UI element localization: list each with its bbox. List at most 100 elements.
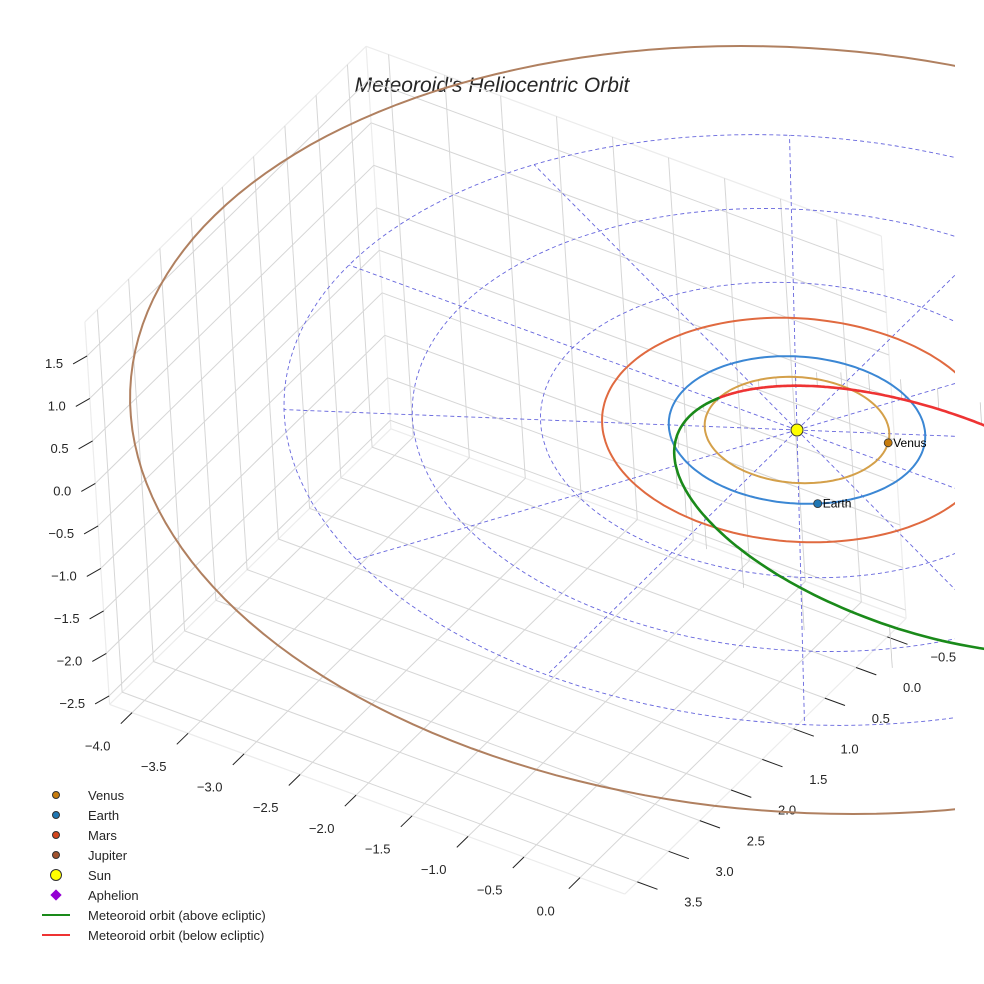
drop-line [900,379,903,400]
gridline-y [221,187,248,570]
x-tick-label: −0.5 [477,883,503,898]
gridline-x [523,581,806,858]
circle-icon [40,845,74,865]
legend-item: Jupiter [40,845,266,865]
x-tick-label: −2.5 [253,800,279,815]
z-tick-label: −1.5 [54,611,80,626]
gridline-x [411,539,694,817]
legend-label: Meteoroid orbit (above ecliptic) [88,907,266,923]
x-tick [176,732,189,745]
gridline-z [108,419,391,697]
pane-edge [109,428,392,705]
gridline-y [246,569,763,760]
meteoroid-orbit-below [742,384,984,427]
x-tick-label: −2.0 [309,821,335,836]
legend-label: Aphelion [88,887,139,903]
earth-marker-icon [813,499,823,509]
y-tick [699,820,721,829]
ecliptic-spoke [796,429,955,489]
y-tick-label: 0.5 [872,711,890,726]
gridline-y [190,217,217,601]
gridline-x [388,54,414,438]
markers: Venus Earth [790,423,927,511]
drop-line [801,588,805,631]
gridline-z [86,79,369,357]
gridline-z [100,292,383,569]
gridline-z [97,249,380,527]
y-tick-label: −0.5 [930,650,956,665]
legend-item: Earth [40,805,266,825]
drop-line [684,487,687,517]
y-tick-label: 0.0 [903,680,921,695]
gridline-y [346,64,373,448]
gridline-z [390,419,906,611]
gridlines [86,54,906,883]
legend-item: Meteoroid orbit (above ecliptic) [40,905,266,925]
ecliptic-spoke [796,274,955,431]
gridline-z [94,207,377,484]
y-tick [824,697,846,706]
y-tick [762,758,783,768]
drop-line [937,387,940,410]
z-tick [92,652,107,662]
gridline-z [387,377,903,568]
y-tick-label: 1.5 [809,772,827,787]
pane-edge [365,46,392,429]
legend-item: Meteoroid orbit (below ecliptic) [40,925,266,945]
y-tick-label: 3.5 [684,895,702,910]
gridline-z [370,122,887,313]
y-tick-label: 2.5 [747,833,765,848]
gridline-x [579,601,862,878]
gridline-x [780,198,806,582]
axis-panes [84,45,907,895]
gridline-z [89,122,372,399]
orbit-jupiter [129,44,955,816]
drop-line [775,376,777,387]
sun-icon [790,423,804,437]
circle-icon [40,825,74,845]
legend-label: Jupiter [88,847,128,863]
gridline-y [278,538,794,730]
gridline-z [379,249,895,441]
ecliptic-spoke [533,164,798,431]
x-tick-label: 0.0 [537,903,555,918]
legend-label: Meteoroid orbit (below ecliptic) [88,927,265,943]
gridline-x [131,436,414,713]
ecliptic-spoke [348,264,798,431]
gridline-x [467,560,750,837]
z-tick-label: 1.0 [48,398,66,413]
gridline-x [836,219,862,603]
x-tick-label: −1.0 [421,862,447,877]
gridline-z [376,207,892,398]
pane-edge [880,235,907,619]
orbit-mars [601,316,955,544]
venus-marker-icon [883,438,893,448]
pane-edge [624,618,907,895]
x-tick [400,815,413,828]
gridline-y [315,95,342,478]
y-tick [668,850,689,860]
z-tick-label: −2.0 [57,653,83,668]
y-tick [793,728,814,737]
circle-icon [40,785,74,805]
legend-label: Mars [88,827,117,843]
z-tick [83,525,99,535]
circle-icon [40,865,74,885]
x-tick-label: −1.5 [365,841,391,856]
legend: Venus Earth Mars Jupiter Sun Aphelion Meteoroi… [40,785,266,945]
z-tick [78,440,93,450]
ecliptic-spoke [283,409,798,431]
gridline-x [612,136,638,520]
meteoroid-orbit-below [719,389,744,399]
gridline-y [309,507,825,699]
z-tick-label: 0.0 [53,483,71,498]
meteoroid-orbit [672,384,984,651]
ecliptic-spoke [796,429,955,437]
gridline-x [556,116,582,499]
line-icon [40,905,74,925]
legend-label: Earth [88,807,120,823]
gridline-y [121,691,638,883]
gridline-y [96,309,123,693]
gridline-x [187,457,470,734]
